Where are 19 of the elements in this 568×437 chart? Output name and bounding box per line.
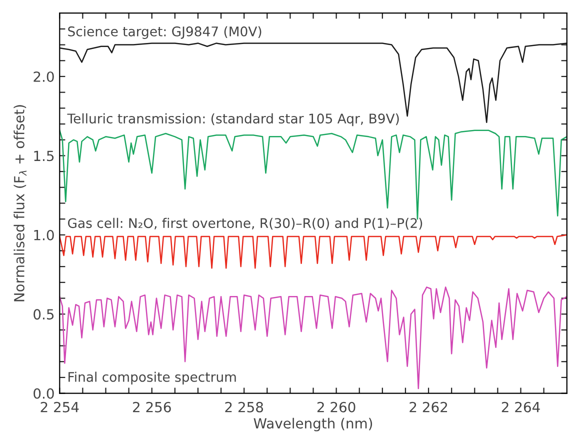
y-tick-label: 0.0 xyxy=(34,388,54,399)
x-tick-label: 2 260 xyxy=(317,402,356,412)
x-tick-label: 2 264 xyxy=(502,402,540,412)
line-series xyxy=(60,234,567,269)
annotation: Final composite spectrum xyxy=(68,372,236,384)
x-tick-label: 2 262 xyxy=(410,402,448,412)
annotation: Science target: GJ9847 (M0V) xyxy=(68,26,262,39)
annotation: Gas cell: N₂O, first overtone, R(30)–R(0) and P(1)–P(2) xyxy=(68,218,422,230)
line-series xyxy=(60,286,567,390)
y-tick-label: 0.5 xyxy=(34,309,54,320)
x-tick-label: 2 254 xyxy=(40,402,79,412)
y-axis-title: Normalised flux (F$_{λ}$ + offset) xyxy=(14,105,27,302)
x-tick-label: 2 256 xyxy=(133,402,171,412)
y-tick-label: 1.5 xyxy=(34,150,54,162)
y-tick-label: 1.0 xyxy=(34,230,54,240)
x-axis-title: Wavelength (nm) xyxy=(254,418,372,432)
x-tick-label: 2 258 xyxy=(225,402,264,412)
y-tick-label: 2.0 xyxy=(34,71,54,82)
annotation: Telluric transmission: (standard star 105 Aqr, B9V) xyxy=(67,113,399,126)
